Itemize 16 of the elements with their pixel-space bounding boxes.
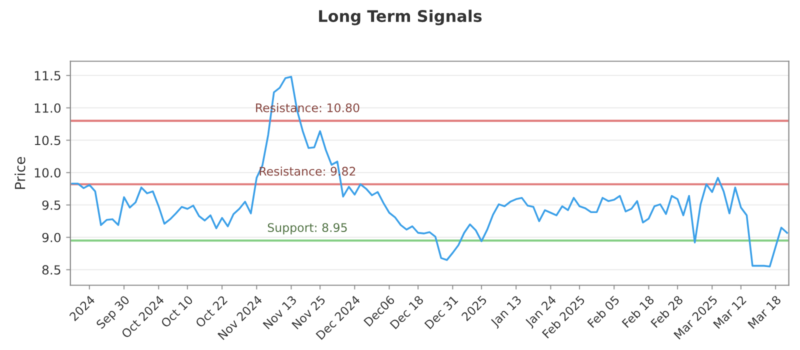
x-tick-label: Dec 31 <box>424 295 458 330</box>
y-tick-label: 10.5 <box>34 136 60 146</box>
y-tick-label: 11.0 <box>34 103 61 113</box>
x-tick-label: Jan 13 <box>490 295 524 329</box>
chart-title: Long Term Signals <box>319 10 482 26</box>
y-axis-title: Price <box>14 157 26 189</box>
x-tick-label: Mar 18 <box>747 294 782 329</box>
y-tick-label: 9.5 <box>42 200 60 210</box>
x-tick-label: Oct 22 <box>194 295 228 328</box>
y-tick-label: 10.0 <box>34 168 61 178</box>
y-tick-label: 8.5 <box>42 265 60 275</box>
x-tick-label: Feb 05 <box>586 295 620 328</box>
line-series <box>71 76 788 268</box>
y-tick-label: 9.0 <box>42 232 61 242</box>
y-tick-label: 11.5 <box>34 71 60 80</box>
ref-line-label: Support: 8.95 <box>268 223 347 234</box>
